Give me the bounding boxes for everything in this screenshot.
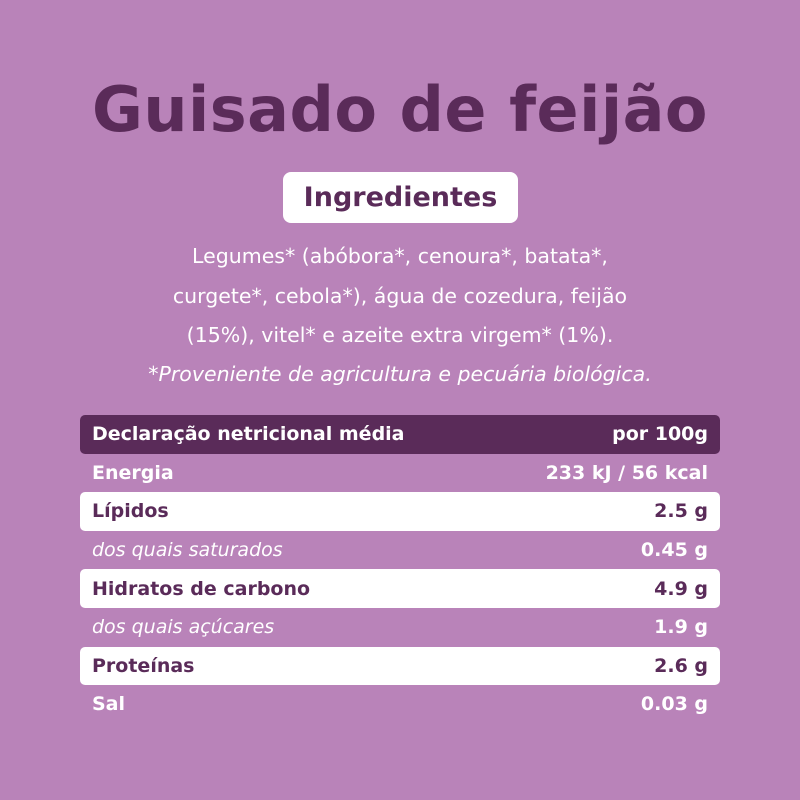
nutrition-row-lipids: Lípidos 2.5 g <box>80 492 720 531</box>
nutrition-row-value: 0.45 g <box>640 539 708 562</box>
ingredients-line-1: Legumes* (abóbora*, cenoura*, batata*, <box>192 244 608 268</box>
nutrition-row-carbohydrates: Hidratos de carbono 4.9 g <box>80 569 720 608</box>
nutrition-row-sugars: dos quais açúcares 1.9 g <box>80 608 720 647</box>
nutrition-header-label: Declaração netricional média <box>92 423 405 446</box>
nutrition-row-saturated: dos quais saturados 0.45 g <box>80 531 720 570</box>
nutrition-row-label: Energia <box>92 461 174 484</box>
nutrition-row-label: Proteínas <box>92 654 195 677</box>
nutrition-row-salt: Sal 0.03 g <box>80 685 720 724</box>
ingredients-heading: Ingredientes <box>283 172 518 223</box>
nutrition-header-value: por 100g <box>612 423 708 446</box>
nutrition-row-energy: Energia 233 kJ / 56 kcal <box>80 454 720 493</box>
nutrition-row-value: 2.5 g <box>654 500 708 523</box>
nutrition-table-header: Declaração netricional média por 100g <box>80 415 720 454</box>
nutrition-row-value: 233 kJ / 56 kcal <box>545 461 708 484</box>
nutrition-row-value: 2.6 g <box>654 654 708 677</box>
ingredients-footnote: *Proveniente de agricultura e pecuária b… <box>148 362 652 386</box>
nutrition-row-label: Sal <box>92 693 126 716</box>
nutrition-row-value: 4.9 g <box>654 577 708 600</box>
nutrition-row-value: 0.03 g <box>640 693 708 716</box>
page-title: Guisado de feijão <box>91 73 709 146</box>
nutrition-row-label: Lípidos <box>92 500 169 523</box>
nutrition-row-label: dos quais açúcares <box>92 616 275 639</box>
ingredients-line-2: curgete*, cebola*), água de cozedura, fe… <box>172 284 628 308</box>
ingredients-line-3: (15%), vitel* e azeite extra virgem* (1%… <box>186 323 614 347</box>
nutrition-row-proteins: Proteínas 2.6 g <box>80 646 720 686</box>
nutrition-row-value: 1.9 g <box>654 616 708 639</box>
nutrition-row-label: Hidratos de carbono <box>92 577 311 600</box>
nutrition-row-label: dos quais saturados <box>92 539 283 562</box>
nutrition-table: Declaração netricional média por 100g En… <box>80 415 720 724</box>
